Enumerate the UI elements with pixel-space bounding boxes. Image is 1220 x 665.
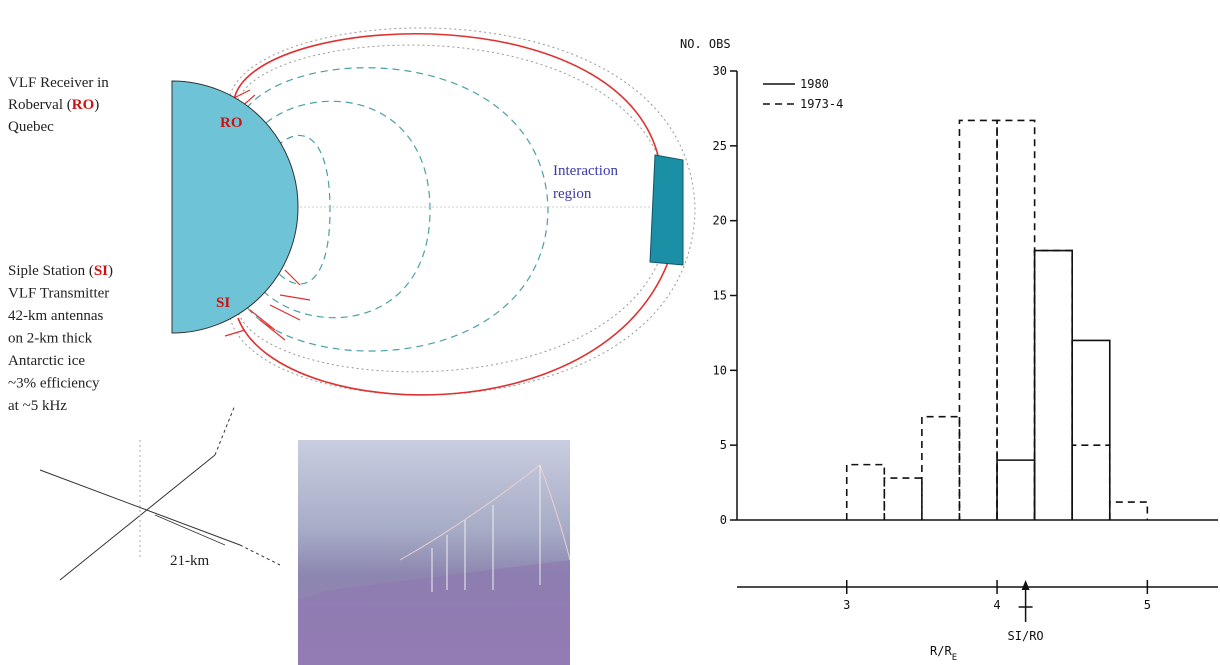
ro-mark: RO [220, 115, 243, 131]
x-tick-label: 3 [843, 598, 850, 612]
station-line: Siple Station (SI) [8, 263, 113, 279]
annotation-label: SI/RO [1008, 629, 1044, 643]
text-part: Roberval ( [8, 97, 72, 113]
bar [883, 477, 923, 520]
x-label-main: R/R [930, 644, 952, 658]
x-tick-label: 5 [1144, 598, 1151, 612]
y-tick-label: 30 [713, 64, 727, 78]
bar [996, 459, 1036, 520]
magnetosphere-diagram: RO SI Interaction region [171, 27, 696, 396]
y-tick-label: 20 [713, 214, 727, 228]
text-part: ) [94, 97, 99, 113]
bar [1071, 444, 1111, 520]
earth [171, 80, 299, 334]
bar [921, 415, 961, 520]
y-tick-label: 25 [713, 139, 727, 153]
x-tick-label: 4 [993, 598, 1000, 612]
x-label-sub: E [952, 653, 957, 663]
bar [1108, 501, 1149, 520]
bar [1033, 249, 1073, 520]
legend-label: 1973-4 [800, 97, 843, 111]
station-line: Roberval (RO) [8, 97, 99, 113]
station-line: VLF Receiver in [8, 75, 109, 91]
station-line: at ~5 kHz [8, 398, 67, 414]
antenna-sketch: 21-km [39, 404, 281, 581]
interaction-label: region [553, 186, 592, 202]
x-axis-label: R/RE [930, 644, 957, 663]
station-line: 42-km antennas [8, 308, 104, 324]
station-line: VLF Transmitter [8, 286, 109, 302]
text-part: Siple Station ( [8, 263, 94, 279]
y-tick-label: 0 [720, 513, 727, 527]
interaction-region [649, 154, 684, 266]
text-part: ) [108, 263, 113, 279]
text-part: SI [94, 263, 108, 279]
station-line: ~3% efficiency [8, 376, 100, 392]
legend-label: 1980 [800, 77, 829, 91]
text-part: RO [72, 97, 95, 113]
station-line: on 2-km thick [8, 331, 93, 347]
y-axis-label: NO. OBS [680, 37, 731, 51]
echo-arrows [224, 89, 311, 341]
antenna-length: 21-km [170, 553, 209, 569]
bar [845, 463, 886, 520]
station-line: Antarctic ice [8, 353, 85, 369]
station-line: Quebec [8, 119, 54, 135]
histogram: NO. OBS 0 5 10 15 20 25 30 3 4 5 R/RE 1980 1973-4 SI/R… [680, 37, 1218, 663]
bar [1033, 249, 1073, 520]
bar [1071, 339, 1111, 520]
bar [958, 119, 998, 520]
bar [996, 119, 1036, 520]
inner-field-lines [239, 67, 549, 352]
interaction-label: Interaction [553, 163, 618, 179]
y-tick-label: 5 [720, 438, 727, 452]
y-tick-label: 10 [713, 363, 727, 377]
y-tick-label: 15 [713, 289, 727, 303]
si-mark: SI [216, 295, 230, 311]
antenna-photo [298, 440, 571, 665]
station-text: VLF Receiver in Roberval (RO) Quebec Siple … [8, 75, 113, 414]
annotation-head [1021, 580, 1030, 590]
